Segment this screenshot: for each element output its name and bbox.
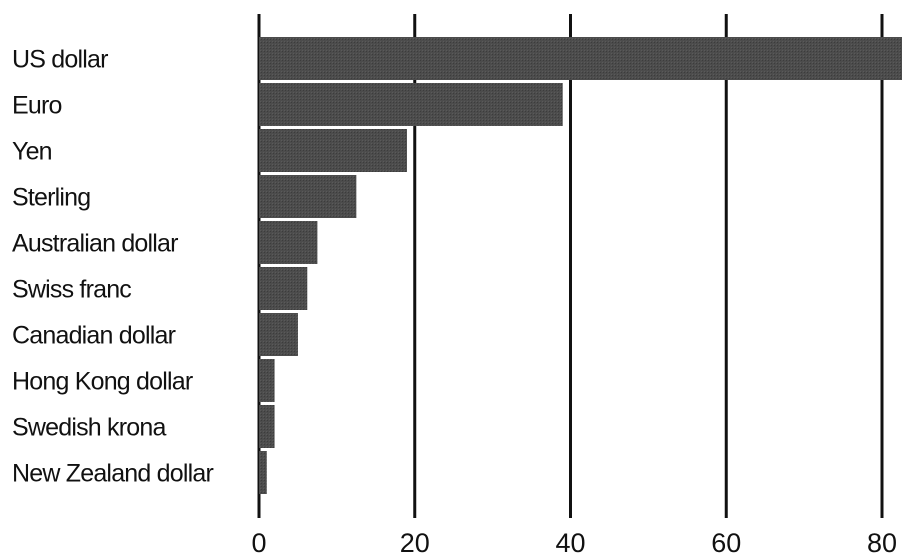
category-label-hong-kong-dollar: Hong Kong dollar bbox=[12, 368, 193, 396]
category-label-australian-dollar: Australian dollar bbox=[12, 230, 178, 258]
bar-new-zealand-dollar bbox=[259, 451, 267, 494]
category-label-canadian-dollar: Canadian dollar bbox=[12, 322, 176, 350]
bar-us-dollar bbox=[259, 37, 902, 80]
bar-swiss-franc bbox=[259, 267, 308, 310]
category-label-sterling: Sterling bbox=[12, 184, 90, 212]
bar-australian-dollar bbox=[259, 221, 318, 264]
category-label-us-dollar: US dollar bbox=[12, 46, 108, 74]
tick-label-80: 80 bbox=[867, 528, 897, 554]
x-axis-tick-labels: 0 20 40 60 80 bbox=[251, 528, 897, 554]
tick-label-0: 0 bbox=[251, 528, 266, 554]
category-label-euro: Euro bbox=[12, 92, 62, 120]
category-label-swiss-franc: Swiss franc bbox=[12, 276, 131, 304]
tick-label-60: 60 bbox=[711, 528, 741, 554]
category-label-yen: Yen bbox=[12, 138, 52, 166]
bar-sterling bbox=[259, 175, 357, 218]
category-labels: US dollar Euro Yen Sterling Australian dolla… bbox=[12, 46, 214, 488]
bar-yen bbox=[259, 129, 407, 172]
bar-hong-kong-dollar bbox=[259, 359, 275, 402]
category-label-new-zealand-dollar: New Zealand dollar bbox=[12, 460, 213, 488]
bars bbox=[259, 37, 902, 494]
bar-canadian-dollar bbox=[259, 313, 298, 356]
category-label-swedish-krona: Swedish krona bbox=[12, 414, 166, 442]
bar-euro bbox=[259, 83, 563, 126]
tick-label-40: 40 bbox=[555, 528, 585, 554]
bar-swedish-krona bbox=[259, 405, 275, 448]
tick-label-20: 20 bbox=[400, 528, 430, 554]
